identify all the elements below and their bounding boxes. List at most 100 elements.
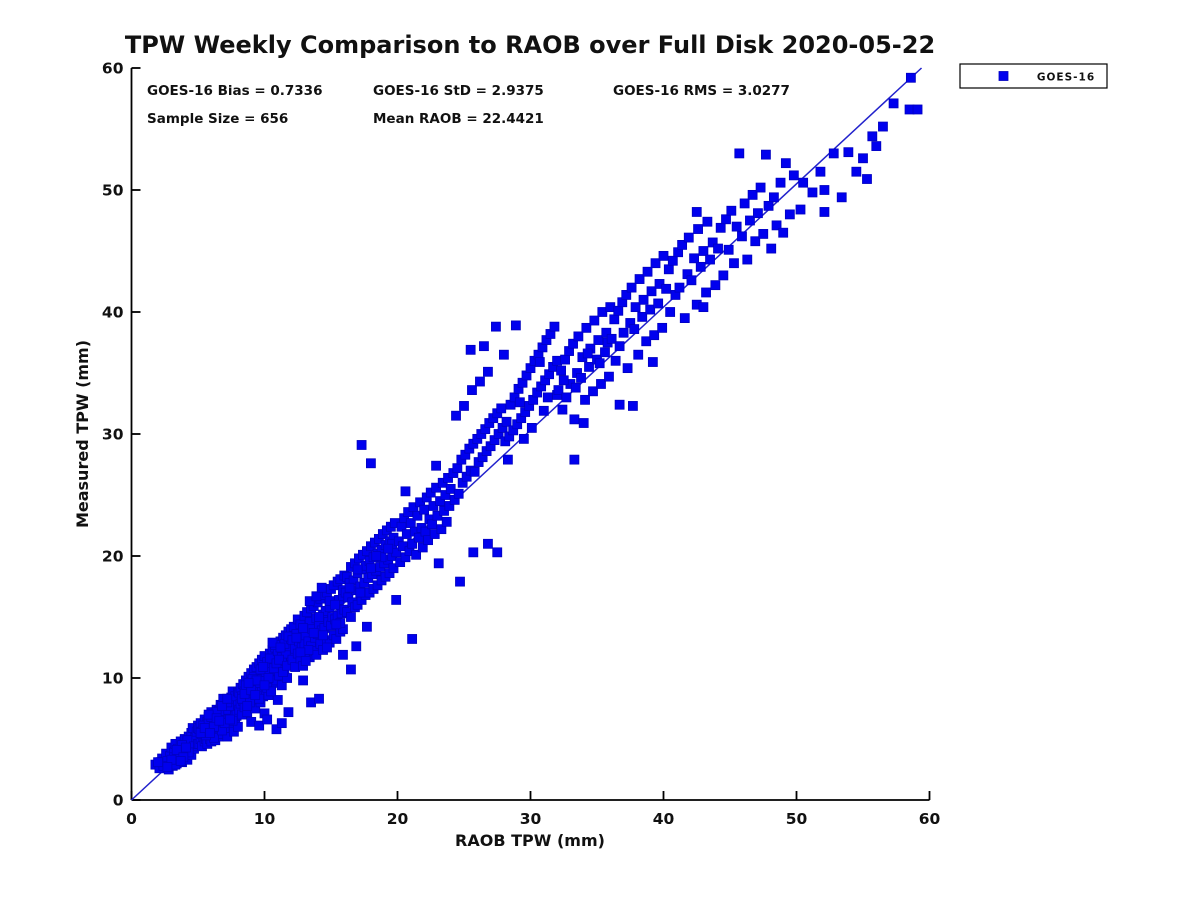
- scatter-point: [638, 294, 649, 305]
- scatter-point: [798, 177, 809, 188]
- scatter-point: [569, 414, 580, 425]
- scatter-point: [815, 166, 826, 177]
- scatter-point: [701, 287, 711, 298]
- scatter-point: [888, 98, 899, 109]
- scatter-point: [819, 185, 830, 195]
- scatter-point: [308, 627, 319, 638]
- scatter-point: [444, 501, 455, 511]
- scatter-point: [621, 290, 632, 300]
- scatter-point: [391, 595, 402, 605]
- scatter-point: [689, 253, 699, 264]
- scatter-point: [311, 591, 322, 602]
- scatter-point: [622, 363, 633, 374]
- y-axis-label: Measured TPW (mm): [73, 340, 92, 528]
- scatter-point: [153, 757, 164, 768]
- scatter-point: [878, 121, 888, 132]
- scatter-point: [258, 662, 269, 672]
- scatter-point: [557, 404, 568, 415]
- scatter-point: [538, 405, 549, 416]
- scatter-point: [726, 205, 737, 216]
- scatter-point: [858, 153, 868, 164]
- scatter-point: [663, 264, 674, 275]
- scatter-point: [318, 630, 328, 641]
- y-tick-label: 10: [102, 670, 124, 688]
- scatter-point: [356, 440, 367, 450]
- scatter-point: [912, 104, 923, 115]
- x-tick-label: 40: [653, 810, 675, 828]
- scatter-point: [788, 170, 799, 181]
- scatter-point: [501, 416, 512, 427]
- legend-series-label: GOES-16: [1037, 72, 1095, 84]
- stat-std: GOES-16 StD = 2.9375: [373, 83, 544, 99]
- scatter-point: [734, 148, 745, 159]
- y-tick-label: 0: [113, 792, 124, 810]
- scatter-point: [630, 302, 641, 313]
- scatter-point: [718, 270, 729, 281]
- scatter-point: [314, 693, 324, 704]
- scatter-point: [498, 349, 509, 360]
- chart-title: TPW Weekly Comparison to RAOB over Full …: [125, 31, 935, 59]
- scatter-point: [371, 551, 382, 561]
- scatter-point: [365, 563, 376, 574]
- scatter-point: [549, 321, 560, 332]
- scatter-point: [436, 524, 447, 535]
- scatter-point: [316, 582, 327, 593]
- scatter-point: [713, 243, 723, 254]
- scatter-point: [610, 355, 621, 366]
- scatter-point: [346, 664, 356, 675]
- stat-rms: GOES-16 RMS = 3.0277: [613, 83, 790, 99]
- scatter-point: [243, 677, 254, 688]
- scatter-point: [510, 320, 521, 331]
- legend-box: [959, 63, 1108, 89]
- scatter-point: [479, 341, 489, 352]
- scatter-point: [214, 715, 225, 726]
- scatter-point: [162, 762, 173, 772]
- scatter-point: [771, 220, 782, 231]
- scatter-point: [683, 232, 694, 243]
- scatter-point: [763, 200, 774, 211]
- scatter-points: [150, 72, 923, 775]
- scatter-point: [175, 756, 186, 766]
- scatter-point: [556, 365, 566, 376]
- scatter-point: [871, 141, 882, 151]
- scatter-point: [452, 463, 463, 474]
- stat-mean-raob: Mean RAOB = 22.4421: [373, 111, 544, 127]
- scatter-point: [691, 207, 702, 217]
- scatter-point: [658, 250, 669, 261]
- scatter-point: [483, 538, 493, 549]
- scatter-point: [570, 382, 581, 393]
- scatter-point: [723, 244, 734, 255]
- scatter-point: [650, 258, 661, 269]
- scatter-point: [667, 255, 678, 266]
- scatter-point: [259, 680, 270, 691]
- scatter-point: [553, 385, 564, 395]
- scatter-point: [705, 254, 715, 265]
- scatter-point: [626, 282, 637, 293]
- scatter-point: [352, 564, 363, 575]
- scatter-point: [275, 642, 286, 653]
- scatter-point: [467, 385, 477, 395]
- scatter-point: [867, 131, 878, 142]
- scatter-point: [645, 304, 656, 315]
- scatter-point: [276, 718, 287, 729]
- scatter-point: [761, 149, 771, 160]
- scatter-point: [475, 376, 485, 387]
- scatter-point: [468, 547, 479, 558]
- scatter-point: [388, 563, 399, 574]
- scatter-point: [496, 403, 507, 414]
- scatter-point: [584, 361, 594, 372]
- legend: GOES-16: [959, 63, 1108, 89]
- scatter-point: [629, 324, 640, 334]
- scatter-point: [729, 258, 739, 269]
- scatter-point: [365, 458, 376, 469]
- axis-ticks: 0 10 20 30 40 50 60 0 10 20 30 40 50 60: [102, 60, 941, 829]
- scatter-point: [628, 401, 638, 411]
- scatter-point: [618, 327, 629, 338]
- scatter-point: [633, 349, 644, 360]
- scatter-point: [419, 504, 430, 515]
- scatter-point: [423, 535, 433, 546]
- scatter-point: [254, 720, 265, 731]
- scatter-point: [455, 576, 465, 587]
- scatter-point: [492, 547, 503, 558]
